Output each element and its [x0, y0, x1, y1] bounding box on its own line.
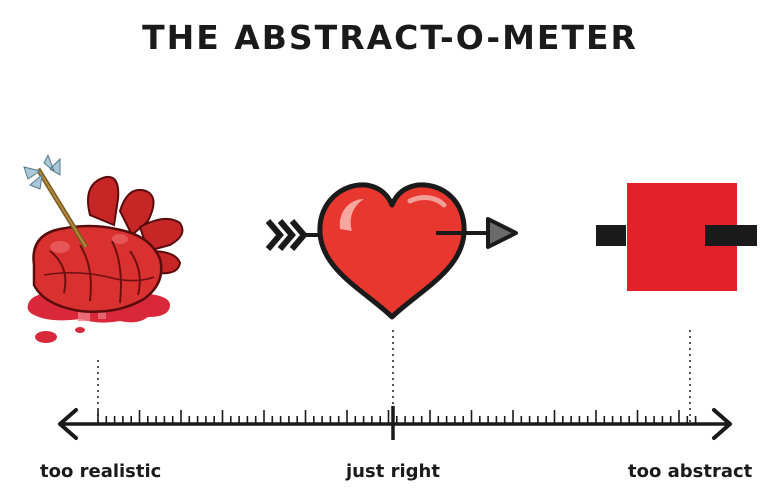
scale-arrow-left: [58, 408, 78, 440]
abstract-square-icon: [596, 183, 757, 291]
scale-arrow-right: [712, 408, 732, 440]
scale-ticks: [97, 410, 697, 424]
abstract-scale: [58, 330, 732, 440]
heart-icon: [265, 182, 518, 320]
page-title: THE ABSTRACT-O-METER: [142, 18, 638, 57]
label-too-abstract: too abstract: [628, 461, 753, 482]
label-too-realistic: too realistic: [40, 461, 162, 482]
anatomical-heart-icon: [23, 155, 184, 343]
label-just-right: just right: [346, 461, 440, 482]
